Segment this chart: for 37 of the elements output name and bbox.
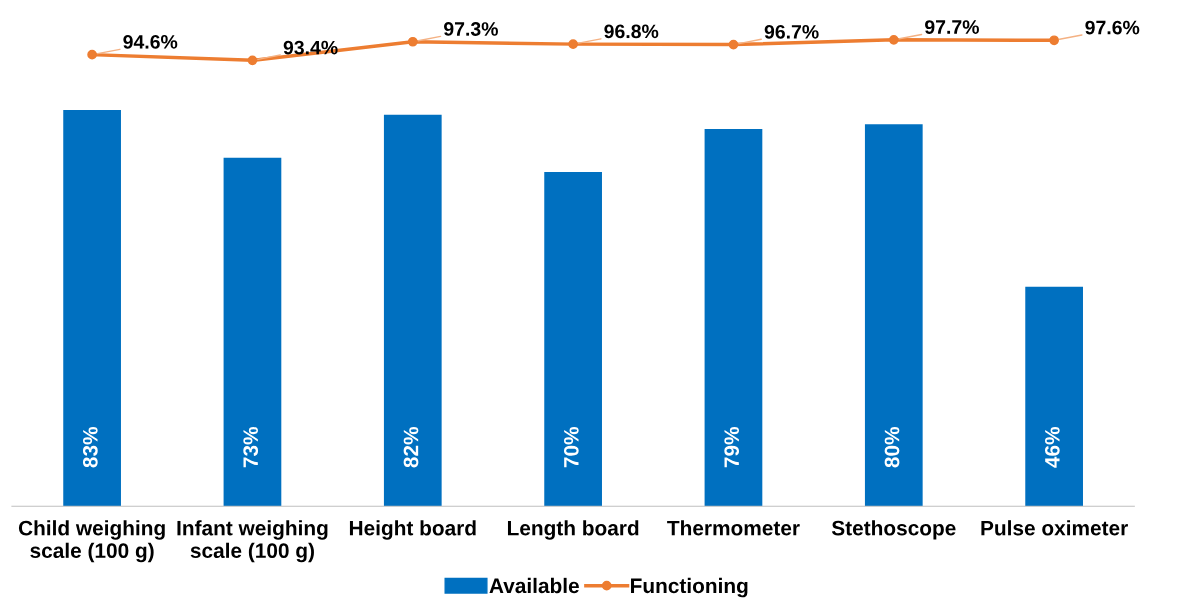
bar [544, 172, 602, 507]
bar [383, 114, 442, 507]
legend-label: Functioning [631, 577, 748, 598]
data-label: 97.7% [925, 20, 979, 34]
data-label: 94.6% [123, 34, 178, 49]
x-tick-label: Thermometer [667, 520, 800, 536]
point [888, 34, 899, 45]
x-tick-label: Height board [349, 520, 476, 540]
data-label: 97.3% [444, 22, 498, 36]
point [568, 39, 578, 49]
bar [223, 157, 282, 507]
data-label: 83% [82, 426, 98, 468]
bar [1025, 286, 1083, 507]
data-label: 93.4% [283, 40, 338, 55]
x-tick-label: Pulse oximeter [981, 520, 1128, 536]
point [87, 49, 97, 60]
data-label: 70% [563, 426, 579, 468]
point [247, 55, 258, 66]
data-label: 73% [243, 426, 259, 468]
legend-label: Available [489, 577, 579, 594]
data-label: 82% [403, 426, 419, 468]
x-tick-label: Stethoscope [831, 520, 956, 540]
data-label: 96.8% [604, 24, 659, 39]
bar [63, 110, 121, 507]
point [407, 36, 418, 47]
x-tick-label: Child weighing scale (100 g) [18, 520, 165, 563]
data-label: 46% [1044, 426, 1060, 468]
bar [704, 129, 763, 507]
data-label: 96.7% [764, 24, 819, 39]
data-label: 97.6% [1085, 20, 1140, 35]
bar [864, 124, 923, 507]
x-tick-label: Length board [507, 520, 639, 540]
point [1049, 35, 1059, 46]
data-label: 80% [884, 426, 900, 468]
point [728, 39, 739, 50]
data-label: 79% [724, 426, 740, 468]
x-tick-label: Infant weighing scale (100 g) [177, 520, 328, 563]
